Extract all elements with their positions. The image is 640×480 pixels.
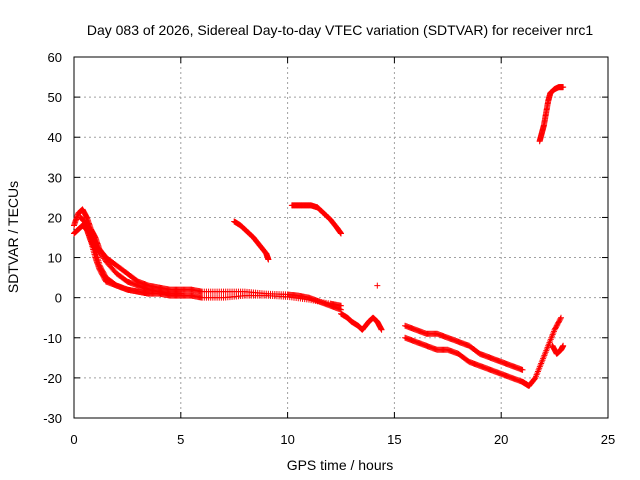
x-tick-label: 5 [177, 432, 184, 447]
data-point [560, 84, 567, 91]
y-tick-label: -20 [43, 371, 62, 386]
series-arc-mid-1 [77, 214, 184, 297]
series-arc-mid-2 [83, 226, 152, 297]
plot-frame [73, 56, 609, 419]
series-arc-22to23-low [549, 342, 567, 357]
grid [74, 57, 608, 418]
x-tick-label: 10 [280, 432, 294, 447]
series-arc-12to15 [338, 310, 385, 333]
y-tick-label: 30 [48, 170, 62, 185]
series-arc-7to9 [231, 218, 272, 263]
series-arc-21to23 [519, 314, 565, 389]
data-points [71, 84, 567, 389]
x-axis-label: GPS time / hours [287, 457, 394, 473]
y-tick-labels: -30 -20 -10 0 10 20 30 40 50 60 [43, 50, 62, 426]
x-tick-labels: 0 5 10 15 20 25 [70, 432, 615, 447]
axis-ticks [73, 56, 609, 419]
data-point [338, 230, 344, 237]
series-arc-15to21-lower [402, 334, 532, 389]
series-arc-10to12 [288, 202, 344, 237]
y-tick-label: 0 [55, 291, 62, 306]
chart-title: Day 083 of 2026, Sidereal Day-to-day VTE… [87, 22, 593, 38]
y-tick-label: 60 [48, 50, 62, 65]
x-tick-label: 20 [494, 432, 508, 447]
y-tick-label: 40 [48, 130, 62, 145]
data-point [145, 290, 152, 297]
data-point [558, 314, 565, 321]
x-tick-label: 15 [387, 432, 401, 447]
data-point [177, 290, 184, 297]
data-point [265, 256, 272, 263]
data-point [560, 342, 567, 349]
x-tick-label: 0 [70, 432, 77, 447]
y-tick-label: -30 [43, 411, 62, 426]
y-tick-label: 10 [48, 251, 62, 266]
series-isolated [374, 282, 381, 289]
x-tick-label: 25 [601, 432, 615, 447]
y-tick-label: -10 [43, 331, 62, 346]
data-point [557, 315, 564, 322]
data-point [519, 366, 526, 373]
data-point [338, 302, 344, 309]
y-axis-label: SDTVAR / TECUs [5, 181, 21, 293]
data-point [374, 282, 381, 289]
series-arc-15to21-upper [402, 322, 526, 373]
data-point [378, 326, 385, 333]
y-tick-label: 20 [48, 210, 62, 225]
y-tick-label: 50 [48, 90, 62, 105]
series-arc-22to23-high [536, 84, 567, 145]
